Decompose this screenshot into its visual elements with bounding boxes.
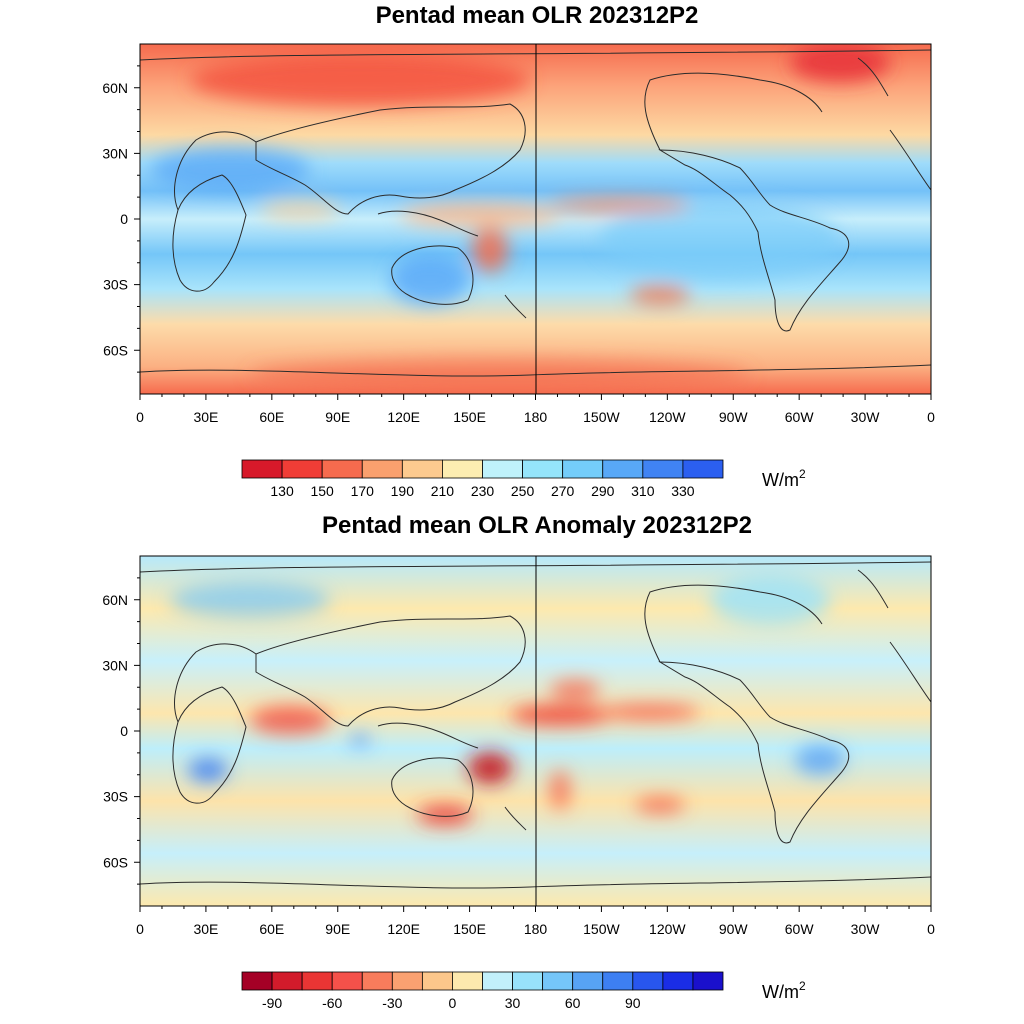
colorbar-swatch — [602, 459, 644, 479]
colorbar-label: 290 — [591, 483, 615, 499]
map-title-olr-anomaly: Pentad mean OLR Anomaly 202312P2 — [322, 512, 752, 539]
colorbar-label: 190 — [391, 483, 415, 499]
colorbar-swatch — [632, 971, 664, 991]
colorbar-label: 30 — [505, 995, 521, 1011]
map-title-olr: Pentad mean OLR 202312P2 — [375, 2, 699, 29]
colorbar-swatch — [391, 971, 423, 991]
lon-tick-label: 0 — [136, 409, 144, 425]
colorbar-swatch — [421, 971, 453, 991]
colorbar-unit: W/m2 — [762, 979, 806, 1002]
colorbar-label: -90 — [262, 995, 282, 1011]
colorbar-swatch — [562, 459, 604, 479]
lon-tick-label: 60E — [259, 409, 284, 425]
map-axes: 60N 30N 0 30S 60S 0 30E 60E 90E 120E 150E 180 150W 12… — [102, 65, 935, 425]
lon-tick-label: 120E — [387, 409, 420, 425]
colorbar-label: 170 — [351, 483, 375, 499]
lon-tick-label: 120W — [649, 409, 686, 425]
lat-tick-label: 60S — [103, 854, 128, 870]
lon-tick-label: 150E — [453, 409, 486, 425]
colorbar-swatch — [271, 971, 303, 991]
lat-tick-label: 30S — [103, 789, 128, 805]
colorbar-swatch — [281, 459, 323, 479]
colorbar-swatch — [512, 971, 544, 991]
lon-tick-label: 0 — [927, 409, 935, 425]
lon-tick-label: 180 — [524, 921, 548, 937]
colorbar-label: 150 — [310, 483, 334, 499]
lon-tick-label: 30E — [193, 409, 218, 425]
colorbar-swatch — [361, 459, 403, 479]
lon-tick-label: 0 — [136, 921, 144, 937]
colorbar-label: 270 — [551, 483, 575, 499]
lon-tick-label: 150E — [453, 921, 486, 937]
colorbar-swatch — [682, 459, 724, 479]
colorbar-swatch — [572, 971, 604, 991]
olr-field — [140, 44, 931, 394]
colorbar-label: 230 — [471, 483, 495, 499]
lon-tick-label: 30W — [851, 409, 881, 425]
lon-tick-label: 180 — [524, 409, 548, 425]
lon-tick-label: 90W — [719, 409, 749, 425]
lat-tick-label: 30S — [103, 277, 128, 293]
olr-map: 60N 30N 0 30S 60S 0 30E 60E 90E 120E 150E 180 150W 12… — [102, 43, 935, 499]
colorbar: -90 -60 -30 0 30 60 90 W/m2 — [241, 971, 806, 1011]
colorbar-swatch — [442, 459, 483, 479]
colorbar-label: 210 — [431, 483, 455, 499]
lon-tick-label: 0 — [927, 921, 935, 937]
colorbar-swatch — [452, 971, 483, 991]
coastlines — [140, 561, 931, 889]
colorbar-label: -30 — [382, 995, 402, 1011]
colorbar-swatch — [301, 971, 333, 991]
colorbar-swatch — [361, 971, 393, 991]
colorbar-label: -60 — [322, 995, 342, 1011]
lat-tick-label: 60N — [102, 592, 128, 608]
colorbar-swatch — [642, 459, 684, 479]
colorbar-label: 0 — [449, 995, 457, 1011]
colorbar-swatch — [331, 971, 363, 991]
colorbar-label: 60 — [565, 995, 581, 1011]
colorbar-unit: W/m2 — [762, 467, 806, 490]
lon-tick-label: 90W — [719, 921, 749, 937]
lon-tick-label: 60W — [785, 921, 815, 937]
colorbar-swatch — [482, 971, 513, 991]
lat-tick-label: 60S — [103, 342, 128, 358]
colorbar: 130 150 170 190 210 230 250 270 290 310 330 W/m2 — [241, 459, 806, 499]
lon-tick-label: 90E — [325, 921, 350, 937]
colorbar-label: 330 — [671, 483, 695, 499]
lon-tick-label: 30W — [851, 921, 881, 937]
colorbar-label: 250 — [511, 483, 535, 499]
colorbar-swatch — [602, 971, 634, 991]
lat-tick-label: 0 — [120, 211, 128, 227]
colorbar-swatch — [482, 459, 523, 479]
lon-tick-label: 150W — [583, 409, 620, 425]
lon-tick-label: 60E — [259, 921, 284, 937]
lon-tick-label: 30E — [193, 921, 218, 937]
colorbar-swatch — [662, 971, 694, 991]
lon-tick-label: 120W — [649, 921, 686, 937]
colorbar-swatch — [241, 459, 283, 479]
lat-tick-label: 0 — [120, 723, 128, 739]
lon-tick-label: 90E — [325, 409, 350, 425]
colorbar-swatch — [321, 459, 363, 479]
colorbar-swatch — [542, 971, 574, 991]
map-axes: 60N 30N 0 30S 60S 0 30E 60E 90E 120E 150E 180 150W 12… — [102, 577, 935, 937]
lon-tick-label: 60W — [785, 409, 815, 425]
colorbar-swatch — [522, 459, 564, 479]
colorbar-swatch — [401, 459, 443, 479]
lat-tick-label: 30N — [102, 145, 128, 161]
lat-tick-label: 60N — [102, 80, 128, 96]
colorbar-swatch — [692, 971, 724, 991]
olr-anomaly-map: 60N 30N 0 30S 60S 0 30E 60E 90E 120E 150E 180 150W 12… — [102, 555, 935, 1011]
colorbar-label: 90 — [625, 995, 641, 1011]
colorbar-label: 310 — [631, 483, 655, 499]
coastlines — [140, 49, 931, 377]
colorbar-label: 130 — [270, 483, 294, 499]
lon-tick-label: 120E — [387, 921, 420, 937]
colorbar-swatch — [241, 971, 273, 991]
lat-tick-label: 30N — [102, 657, 128, 673]
lon-tick-label: 150W — [583, 921, 620, 937]
